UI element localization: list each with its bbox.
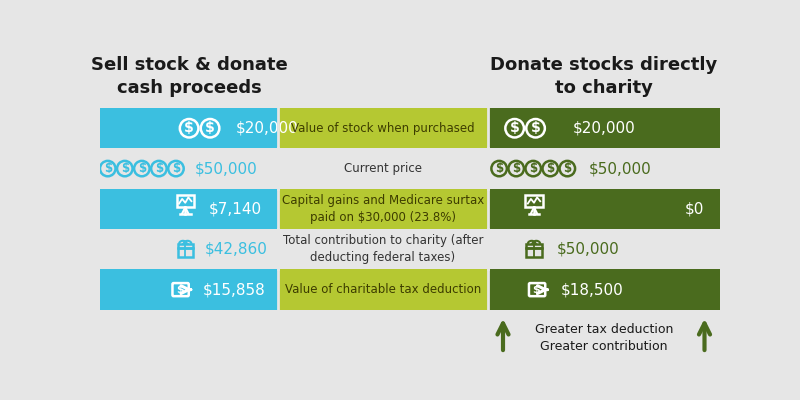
Text: $: $ <box>533 285 540 295</box>
Text: Greater tax deduction: Greater tax deduction <box>534 322 673 336</box>
Text: $50,000: $50,000 <box>194 161 258 176</box>
Text: Value of charitable tax deduction: Value of charitable tax deduction <box>285 283 481 296</box>
Text: $: $ <box>172 162 180 175</box>
Bar <box>278 270 487 310</box>
Bar <box>278 229 487 270</box>
Text: $: $ <box>104 162 112 175</box>
Text: $: $ <box>546 162 554 175</box>
Text: $0: $0 <box>685 202 705 216</box>
Text: $: $ <box>155 162 163 175</box>
Bar <box>487 108 720 148</box>
Text: Value of stock when purchased: Value of stock when purchased <box>291 122 474 135</box>
Text: $: $ <box>495 162 503 175</box>
Text: $20,000: $20,000 <box>573 121 635 136</box>
Bar <box>526 248 542 257</box>
Bar <box>278 189 487 229</box>
Bar <box>487 148 720 189</box>
Text: $15,858: $15,858 <box>203 282 266 297</box>
Text: Greater contribution: Greater contribution <box>540 340 667 353</box>
Text: $20,000: $20,000 <box>236 121 298 136</box>
Bar <box>178 244 193 248</box>
Bar <box>100 270 278 310</box>
Text: $: $ <box>184 121 194 135</box>
Bar <box>487 189 720 229</box>
Text: $: $ <box>563 162 571 175</box>
Bar <box>487 229 720 270</box>
Text: $: $ <box>121 162 129 175</box>
Text: $18,500: $18,500 <box>561 282 624 297</box>
Text: $: $ <box>176 285 184 295</box>
Text: $42,860: $42,860 <box>205 242 267 257</box>
Bar <box>487 270 720 310</box>
Bar <box>178 248 193 257</box>
Bar <box>278 148 487 189</box>
Text: Donate stocks directly
to charity: Donate stocks directly to charity <box>490 56 718 97</box>
Bar <box>278 108 487 148</box>
Bar <box>100 148 278 189</box>
Text: $50,000: $50,000 <box>588 161 651 176</box>
Text: $: $ <box>138 162 146 175</box>
Text: $: $ <box>205 121 215 135</box>
Bar <box>100 229 278 270</box>
Text: Capital gains and Medicare surtax
paid on $30,000 (23.8%): Capital gains and Medicare surtax paid o… <box>282 194 484 224</box>
Bar <box>100 189 278 229</box>
Text: $: $ <box>530 121 541 135</box>
Text: $: $ <box>510 121 519 135</box>
Text: $: $ <box>529 162 538 175</box>
Bar <box>526 244 542 248</box>
Text: Current price: Current price <box>344 162 422 175</box>
Text: $50,000: $50,000 <box>558 242 620 257</box>
Bar <box>100 108 278 148</box>
Text: $: $ <box>512 162 520 175</box>
Text: Sell stock & donate
cash proceeds: Sell stock & donate cash proceeds <box>90 56 287 97</box>
Text: $7,140: $7,140 <box>209 202 262 216</box>
Text: Total contribution to charity (after
deducting federal taxes): Total contribution to charity (after ded… <box>282 234 483 264</box>
